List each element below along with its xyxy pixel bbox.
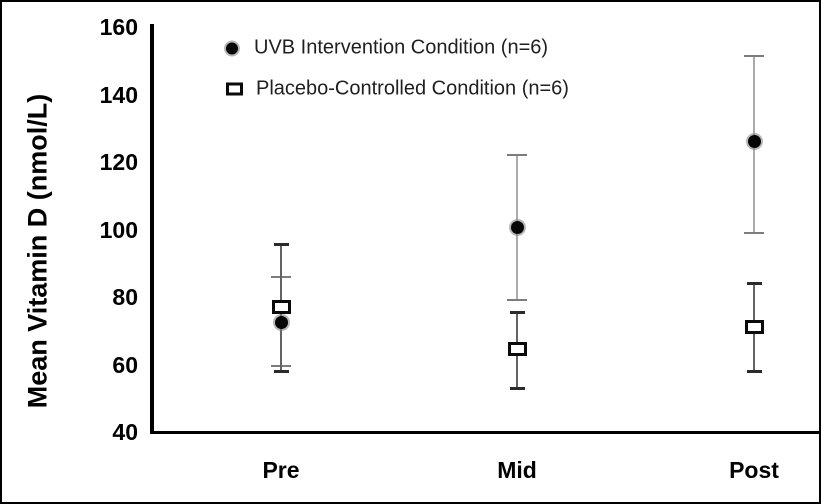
y-tick-label-100: 100 — [99, 216, 138, 243]
x-category-label-mid: Mid — [497, 457, 537, 483]
error-bar-cap-top-open-square-post — [746, 282, 762, 285]
error-bar-cap-top-open-square-mid — [509, 310, 525, 314]
open-square-icon — [226, 82, 243, 96]
error-bar-cap-bottom-open-square-pre — [273, 369, 289, 373]
data-point-uvb-pre — [274, 315, 288, 329]
error-bar-cap-bottom-filled-circle-mid — [507, 299, 527, 302]
legend-item-uvb: UVB Intervention Condition (n=6) — [226, 37, 548, 60]
error-bar-cap-top-filled-circle-post — [744, 54, 764, 57]
y-tick-label-60: 60 — [112, 351, 138, 378]
x-axis-line — [150, 431, 819, 434]
y-tick-label-160: 160 — [99, 14, 138, 40]
legend-label-uvb: UVB Intervention Condition (n=6) — [254, 36, 549, 59]
data-point-placebo-pre — [271, 300, 291, 315]
y-tick-label-80: 80 — [112, 284, 138, 310]
data-point-uvb-mid — [510, 221, 524, 235]
y-tick-label-40: 40 — [112, 419, 138, 445]
error-bar-cap-bottom-open-square-mid — [509, 386, 525, 390]
data-point-placebo-mid — [507, 342, 527, 357]
y-tick-label-120: 120 — [99, 149, 138, 175]
error-bar-cap-bottom-open-square-post — [746, 369, 762, 373]
y-tick-label-140: 140 — [99, 81, 138, 108]
y-axis-line — [150, 24, 154, 434]
legend-label-placebo: Placebo-Controlled Condition (n=6) — [256, 77, 569, 100]
error-bar-cap-top-open-square-pre — [273, 243, 289, 247]
error-bar-cap-bottom-filled-circle-post — [744, 231, 764, 234]
filled-circle-icon — [226, 42, 238, 54]
x-category-label-pre: Pre — [262, 457, 300, 483]
legend-item-placebo: Placebo-Controlled Condition (n=6) — [226, 78, 569, 101]
data-point-uvb-post — [747, 135, 761, 149]
data-point-placebo-post — [744, 320, 764, 335]
error-bar-cap-top-filled-circle-mid — [507, 154, 527, 157]
x-category-label-post: Post — [729, 457, 779, 483]
